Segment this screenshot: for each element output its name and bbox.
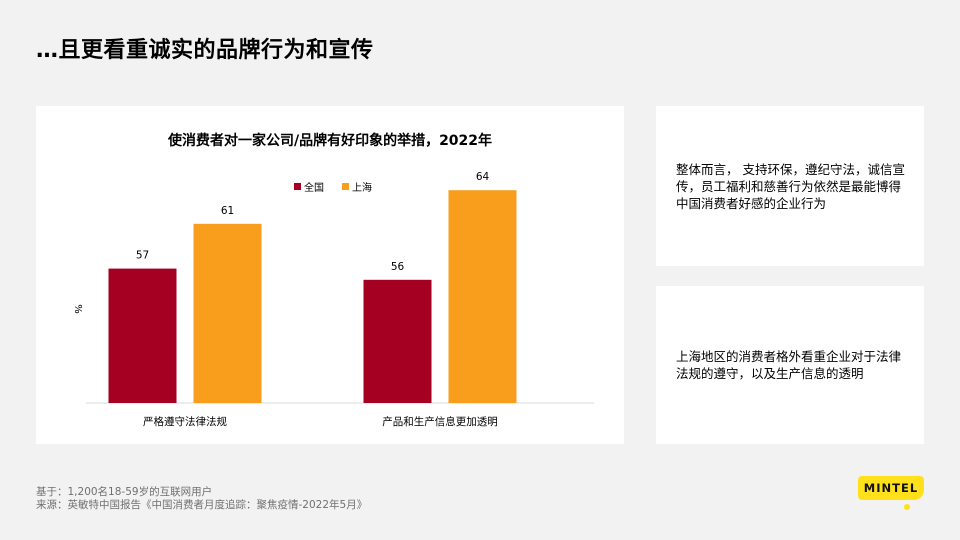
data-label-2-1: 56 bbox=[391, 261, 405, 273]
bar-2-2 bbox=[448, 190, 517, 403]
source-footnote: 来源：英敏特中国报告《中国消费者月度追踪：聚焦疫情-2022年5月》 bbox=[36, 499, 368, 511]
chart-title: 使消费者对一家公司/品牌有好印象的举措，2022年 bbox=[167, 132, 492, 149]
y-axis-label: % bbox=[72, 304, 83, 314]
data-label-1-1: 57 bbox=[136, 250, 149, 262]
insight-card-1: 整体而言， 支持环保，遵纪守法，诚信宣传，员工福利和慈善行为依然是最能博得中国消… bbox=[656, 106, 924, 266]
logo-dot bbox=[904, 504, 910, 510]
legend-label-1: 全国 bbox=[304, 181, 324, 194]
chart-panel: 使消费者对一家公司/品牌有好印象的举措，2022年全国 上海% 57 61 严格遵守法律… bbox=[36, 106, 624, 444]
legend-swatch-1 bbox=[294, 183, 301, 190]
insight-card-2: 上海地区的消费者格外看重企业对于法律法规的遵守，以及生产信息的透明 bbox=[656, 286, 924, 444]
bar-1-1 bbox=[108, 268, 177, 403]
bar-2-1 bbox=[363, 279, 432, 403]
legend-swatch-2 bbox=[342, 183, 349, 190]
x-tick-label-2: 产品和生产信息更加透明 bbox=[382, 415, 498, 428]
legend-label-2: 上海 bbox=[352, 181, 372, 194]
insight-text-1: 整体而言， 支持环保，遵纪守法，诚信宣传，员工福利和慈善行为依然是最能博得中国消… bbox=[676, 161, 905, 211]
x-tick-label-1: 严格遵守法律法规 bbox=[143, 415, 227, 428]
base-footnote: 基于：1,200名18-59岁的互联网用户 bbox=[36, 486, 213, 498]
bar-1-2 bbox=[193, 223, 262, 403]
data-label-2-2: 64 bbox=[476, 171, 490, 183]
mintel-logo: MINTEL bbox=[858, 476, 924, 500]
slide-title: …且更看重诚实的品牌行为和宣传 bbox=[36, 38, 374, 63]
insight-text-2: 上海地区的消费者格外看重企业对于法律法规的遵守，以及生产信息的透明 bbox=[676, 349, 902, 381]
data-label-1-2: 61 bbox=[221, 205, 234, 217]
